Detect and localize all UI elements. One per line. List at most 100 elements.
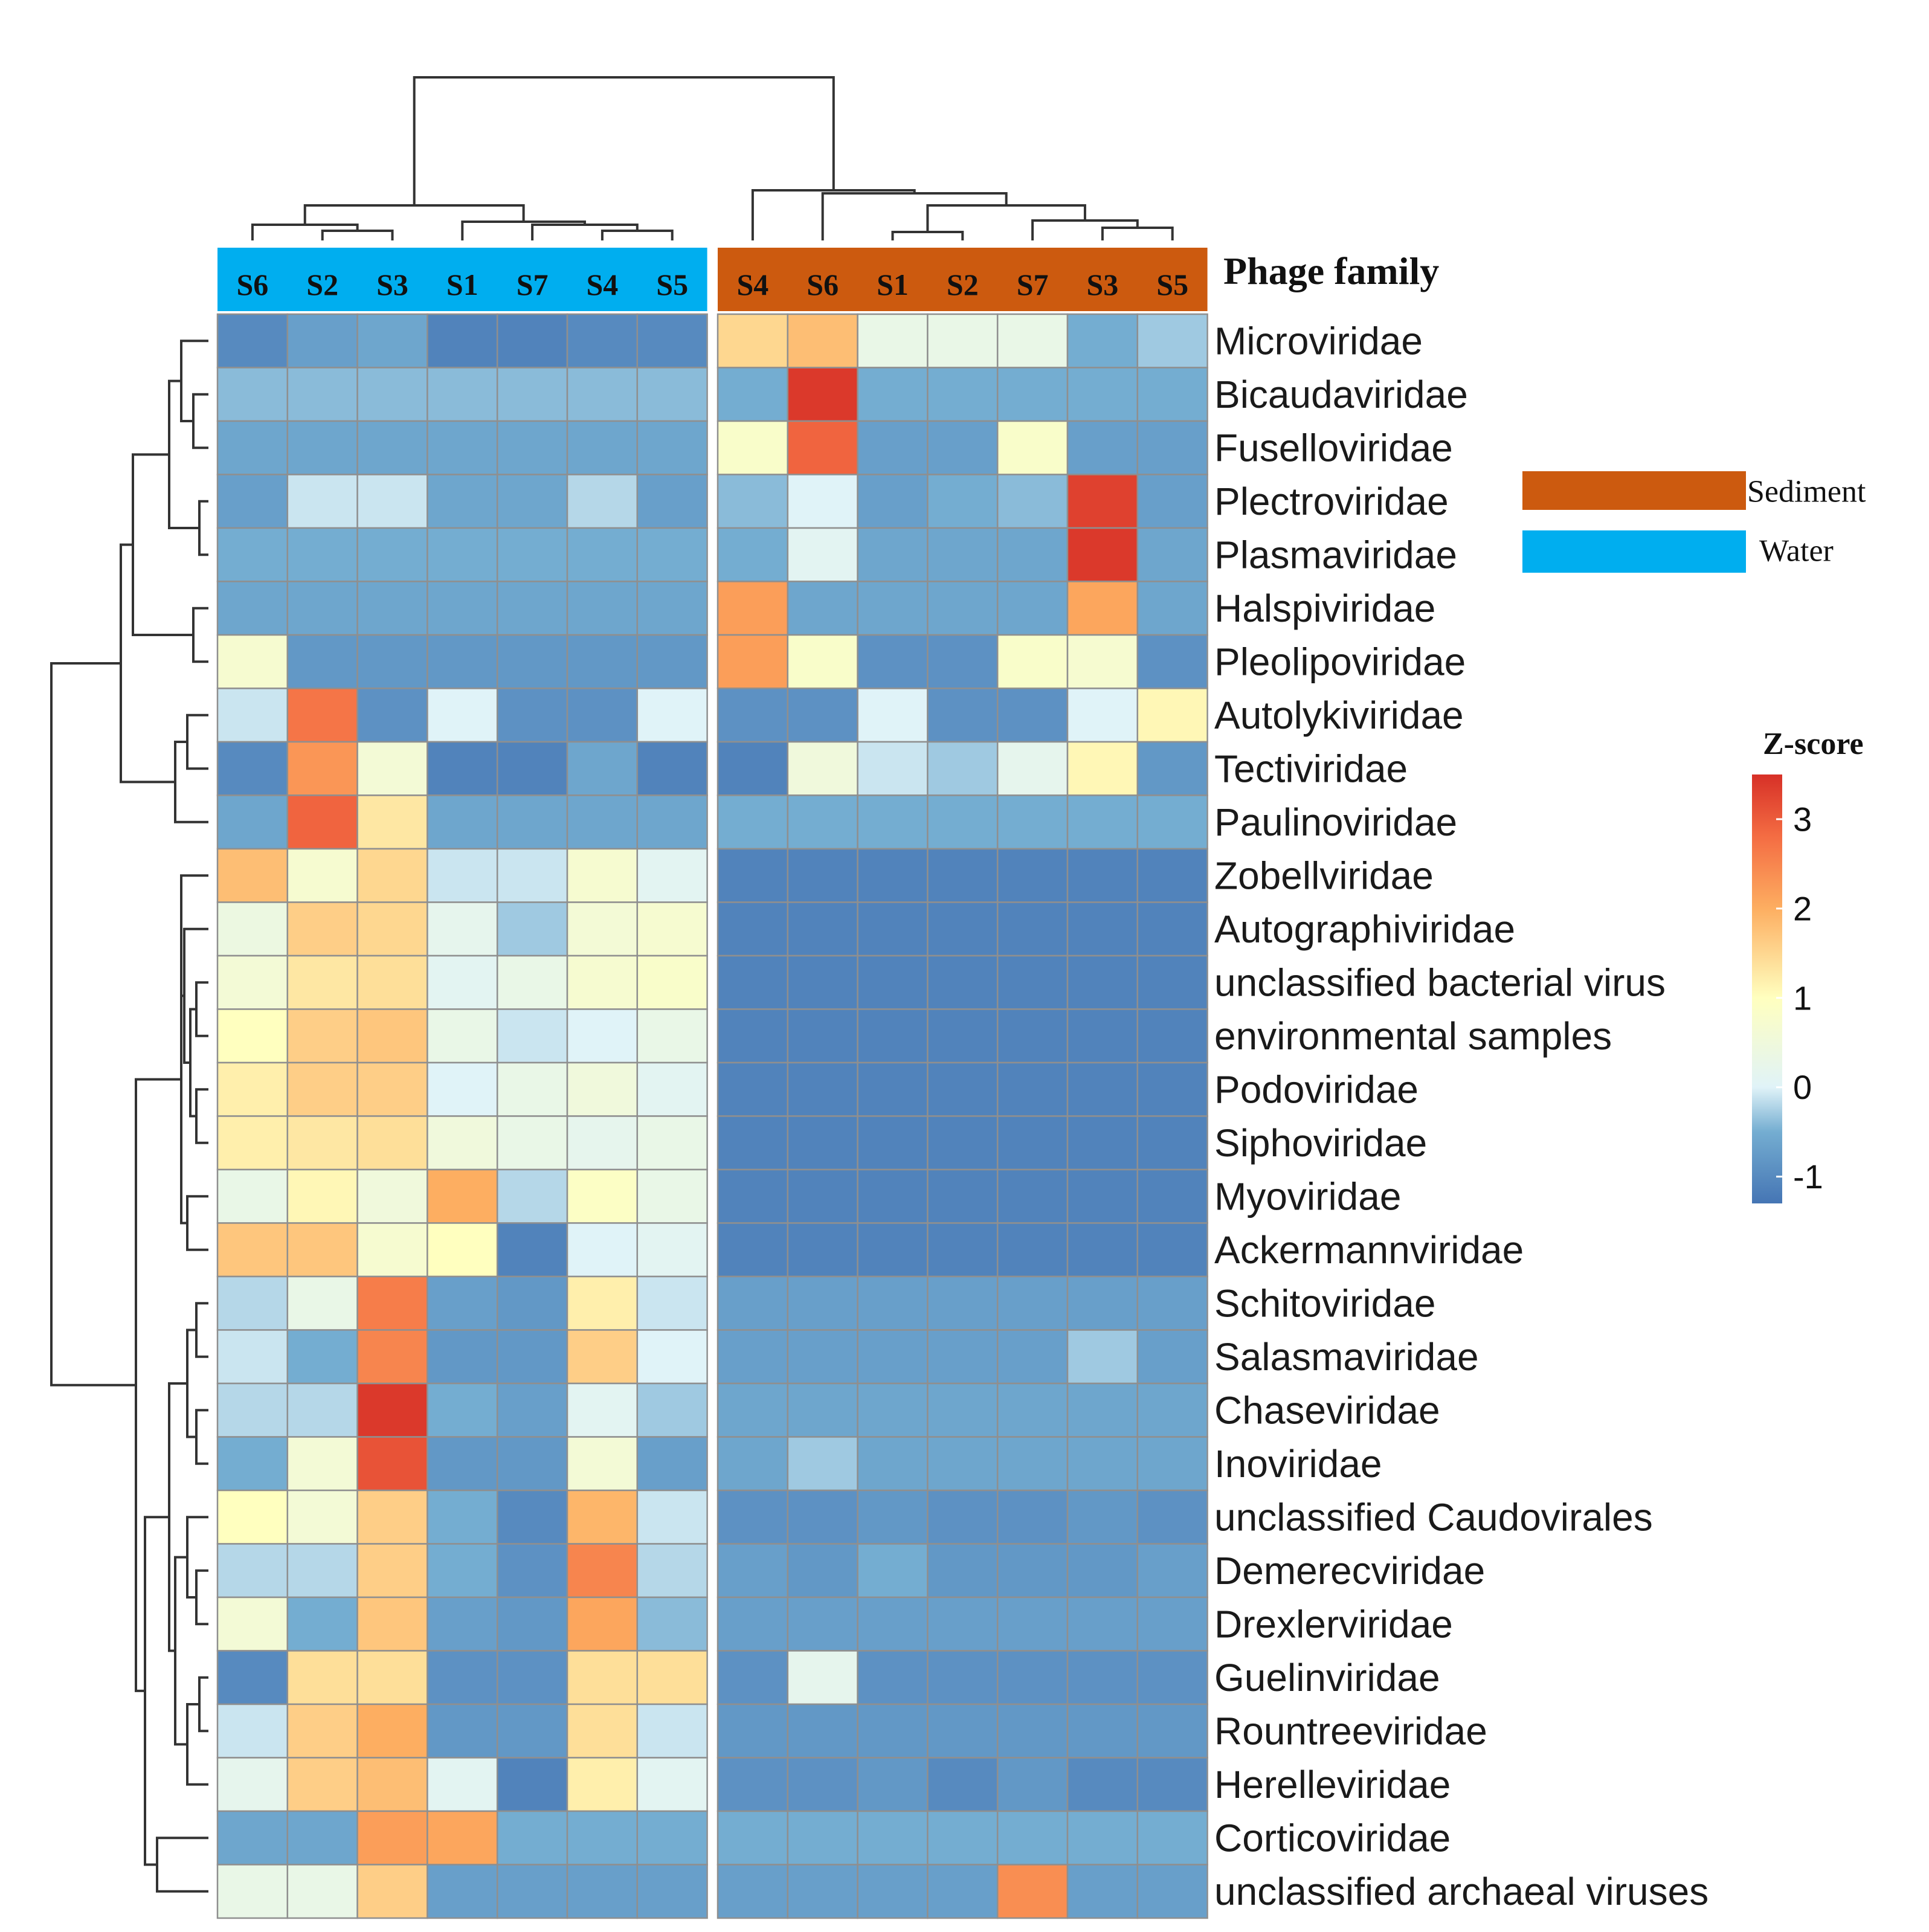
column-label: S3 (1086, 268, 1118, 301)
heatmap-cell (927, 1436, 999, 1492)
group-bar-sediment (718, 248, 1208, 311)
heatmap-cell (566, 1168, 639, 1224)
heatmap-cell (996, 634, 1069, 689)
heatmap-cell (996, 1436, 1069, 1492)
heatmap-cell (566, 1061, 639, 1117)
heatmap-cell (1066, 420, 1139, 475)
heatmap-cell (857, 901, 929, 957)
heatmap-cell (427, 634, 498, 689)
heatmap-cell (286, 848, 358, 903)
heatmap-cell (927, 1168, 999, 1224)
heatmap-cell (857, 1275, 929, 1331)
row-label: Pleolipoviridae (1214, 640, 1466, 683)
column-label: S6 (236, 268, 268, 301)
heatmap-cell (566, 1703, 639, 1759)
heatmap-cell (286, 367, 358, 422)
heatmap-cell (356, 1436, 428, 1492)
heatmap-cell (216, 313, 289, 369)
heatmap-cell (1136, 1864, 1208, 1919)
dendrogram-branch (321, 230, 394, 240)
heatmap-cell (787, 1864, 858, 1919)
heatmap-cell (1066, 1222, 1139, 1278)
heatmap-cell (427, 1275, 498, 1331)
heatmap-cell (717, 1329, 789, 1385)
annotation-title: Phage family (1223, 250, 1439, 292)
heatmap-cell (717, 1382, 789, 1438)
heatmap-cell (566, 313, 639, 369)
heatmap-cell (286, 1115, 358, 1171)
heatmap-cell (717, 474, 789, 529)
heatmap-cell (216, 1436, 289, 1492)
heatmap-cell (216, 1543, 289, 1599)
heatmap-cell (717, 901, 789, 957)
heatmap-cell (427, 687, 498, 743)
heatmap-cell (286, 1275, 358, 1331)
heatmap-cell (996, 1275, 1069, 1331)
heatmap-cell (1136, 741, 1208, 796)
heatmap-cell (787, 1222, 858, 1278)
heatmap-cell (566, 527, 639, 582)
heatmap-cell (1136, 527, 1208, 582)
heatmap-cell (427, 1329, 498, 1385)
heatmap-cell (566, 1382, 639, 1438)
heatmap-cell (636, 1543, 708, 1599)
dendrogram-branch (531, 224, 639, 240)
heatmap-cell (927, 794, 999, 850)
heatmap-cell (717, 581, 789, 636)
heatmap-cell (1066, 794, 1139, 850)
column-label: S7 (1017, 268, 1049, 301)
heatmap-cell (286, 687, 358, 743)
heatmap-cell (787, 1436, 858, 1492)
heatmap-cell (216, 1489, 289, 1545)
heatmap-cell (927, 474, 999, 529)
heatmap-cell (1136, 1115, 1208, 1171)
row-dendrogram (50, 340, 208, 1893)
column-label: S5 (1156, 268, 1188, 301)
heatmap-cell (356, 1650, 428, 1705)
heatmap-cell (787, 1061, 858, 1117)
heatmap-cell (216, 581, 289, 636)
heatmap-cell (996, 901, 1069, 957)
heatmap-cell (356, 581, 428, 636)
heatmap-cell (356, 1757, 428, 1812)
heatmap-cell (996, 474, 1069, 529)
dendrogram-branch (821, 192, 1008, 240)
heatmap-cell (996, 1168, 1069, 1224)
heatmap-cell (356, 527, 428, 582)
heatmap-cell (636, 474, 708, 529)
heatmap-cell (1136, 1275, 1208, 1331)
group-annotation-bars (217, 248, 1208, 311)
heatmap-cell (566, 420, 639, 475)
heatmap-cell (1066, 581, 1139, 636)
heatmap-cell (717, 367, 789, 422)
heatmap-cell (286, 1382, 358, 1438)
heatmap-cell (1136, 420, 1208, 475)
heatmap-cell (857, 313, 929, 369)
heatmap-cell (996, 367, 1069, 422)
row-label: Tectiviridae (1214, 747, 1408, 790)
dendrogram-branch (926, 204, 1086, 232)
heatmap-cell (636, 794, 708, 850)
heatmap-cell (1136, 313, 1208, 369)
heatmap-cell (566, 1222, 639, 1278)
colorbar-tick-label: 3 (1793, 800, 1812, 838)
heatmap-cell (636, 634, 708, 689)
heatmap-cell (996, 1596, 1069, 1652)
heatmap-cell (857, 741, 929, 796)
dendrogram-branch (195, 1088, 208, 1144)
heatmap-cell (356, 1329, 428, 1385)
heatmap-cell (717, 1650, 789, 1705)
heatmap-cell (286, 1810, 358, 1866)
heatmap-cell (1136, 848, 1208, 903)
heatmap-cell (636, 1061, 708, 1117)
heatmap-cell (787, 581, 858, 636)
heatmap-cell (1136, 1436, 1208, 1492)
heatmap-cell (566, 1329, 639, 1385)
row-label: unclassified Caudovirales (1214, 1495, 1653, 1539)
dendrogram-branch (198, 1676, 208, 1733)
heatmap-cell (427, 901, 498, 957)
heatmap-cell (216, 848, 289, 903)
heatmap-cell (566, 687, 639, 743)
heatmap-cell (286, 794, 358, 850)
heatmap-cell (996, 1329, 1069, 1385)
